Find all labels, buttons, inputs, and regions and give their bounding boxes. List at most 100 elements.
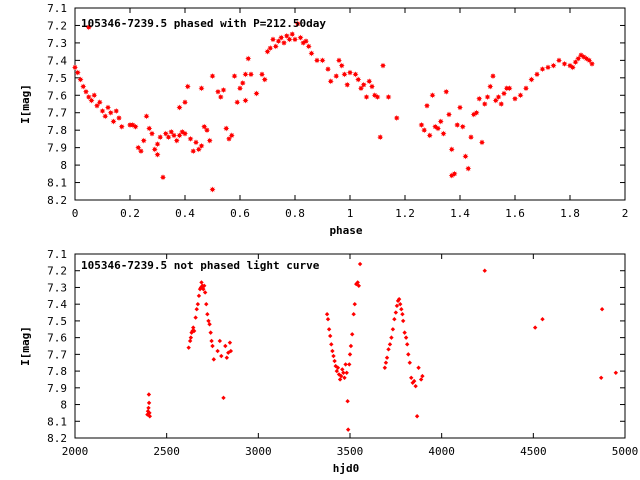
light-curve-data-point (205, 312, 210, 317)
light-curve-data-point (326, 327, 332, 332)
phased-data-point (539, 66, 546, 73)
phased-data-point (102, 113, 109, 120)
phased-data-point (363, 94, 370, 101)
light-curve-x-tick-label: 5000 (612, 445, 639, 458)
phased-data-point (443, 88, 450, 95)
phased-data-point (151, 146, 158, 153)
phased-data-point (586, 57, 593, 64)
phased-data-point (168, 128, 175, 135)
phased-y-tick-label: 8.2 (47, 194, 67, 207)
light-curve-data-point (352, 301, 357, 307)
phased-data-point (426, 132, 433, 139)
phased-data-point (94, 102, 100, 109)
phased-y-tick-label: 7.6 (47, 89, 67, 102)
phased-x-tick-label: 0.2 (120, 207, 140, 220)
phased-data-point (336, 57, 342, 64)
light-curve-data-point (418, 377, 424, 382)
phased-data-point (459, 123, 466, 130)
phased-y-tick-label: 7.8 (47, 124, 67, 137)
light-curve-data-point (392, 317, 397, 322)
phased-data-point (333, 73, 340, 80)
phased-data-point (589, 60, 595, 67)
light-curve-data-point (482, 268, 487, 273)
light-curve-data-point (210, 343, 215, 349)
light-curve-data-point (396, 296, 402, 302)
phased-data-point (226, 135, 232, 142)
phased-data-point (187, 135, 194, 142)
light-curve-data-point (342, 375, 347, 380)
light-curve-data-point (199, 280, 204, 285)
phased-data-point (374, 94, 381, 101)
phased-data-point (162, 130, 169, 137)
light-curve-data-point (420, 373, 425, 379)
light-curve-x-tick-label: 3000 (245, 445, 272, 458)
light-curve-data-point (202, 290, 208, 295)
light-curve-data-point (403, 335, 409, 340)
phased-x-tick-label: 1.8 (560, 207, 580, 220)
light-curve-data-point (351, 312, 356, 317)
phased-data-point (352, 71, 359, 78)
phased-data-point (490, 73, 496, 80)
phased-data-point (487, 83, 494, 90)
phased-data-point (176, 132, 183, 139)
phased-data-point (473, 109, 480, 116)
phased-x-tick-label: 2 (622, 207, 629, 220)
phased-x-axis-label: phase (329, 224, 362, 237)
phased-y-tick-label: 7.3 (47, 37, 67, 50)
light-curve-data-point (207, 322, 212, 327)
phased-data-point (446, 111, 452, 118)
phased-data-point (517, 92, 524, 99)
light-curve-y-tick-label: 8.2 (47, 432, 67, 445)
phased-data-point (308, 50, 315, 57)
phased-data-point (118, 123, 125, 130)
phased-data-point (248, 71, 254, 78)
phased-data-point (182, 130, 188, 137)
phased-data-point (270, 36, 276, 43)
light-curve-data-point (193, 315, 198, 320)
light-curve-data-point (357, 261, 363, 267)
light-curve-data-point (350, 332, 355, 337)
phased-data-point (146, 125, 153, 132)
phased-data-point (448, 146, 455, 153)
light-curve-data-point (400, 318, 406, 324)
phased-x-tick-label: 1.6 (505, 207, 525, 220)
light-curve-data-point (191, 328, 197, 334)
light-curve-data-point (215, 348, 220, 354)
phased-data-point (91, 92, 98, 99)
phased-data-point (253, 90, 260, 97)
phased-data-point (83, 88, 89, 95)
light-curve-data-point (191, 325, 196, 330)
phased-data-point (377, 134, 384, 141)
phased-data-point (495, 94, 502, 101)
light-curve-data-point (413, 383, 418, 389)
phased-data-point (220, 87, 227, 94)
light-curve-data-point (208, 330, 213, 335)
light-curve-data-point (344, 370, 349, 375)
phased-data-point (234, 99, 241, 106)
light-curve-y-tick-label: 8 (60, 399, 67, 412)
phased-data-point (116, 114, 122, 121)
phased-y-tick-label: 7.9 (47, 142, 67, 155)
light-curve-data-point (209, 338, 214, 344)
phased-data-point (198, 85, 205, 92)
phased-data-point (421, 127, 428, 134)
light-curve-data-point (402, 330, 407, 335)
light-curve-data-point (532, 325, 538, 330)
phased-y-tick-label: 8 (60, 159, 67, 172)
phased-data-point (289, 31, 296, 38)
phased-data-point (242, 71, 249, 78)
phased-x-tick-label: 0.6 (230, 207, 250, 220)
phased-data-point (523, 85, 529, 92)
phased-data-point (292, 36, 298, 43)
light-curve-y-tick-label: 8.1 (47, 415, 67, 428)
phased-data-point (561, 60, 568, 67)
phased-data-point (171, 132, 177, 139)
phased-data-point (272, 43, 279, 50)
phased-data-point (173, 137, 180, 144)
phased-y-tick-label: 7.5 (47, 72, 67, 85)
phased-data-point (149, 130, 155, 137)
phased-data-point (360, 81, 367, 88)
phased-data-point (206, 137, 213, 144)
light-curve-y-tick-label: 7.9 (47, 382, 67, 395)
phased-data-point (105, 104, 111, 111)
